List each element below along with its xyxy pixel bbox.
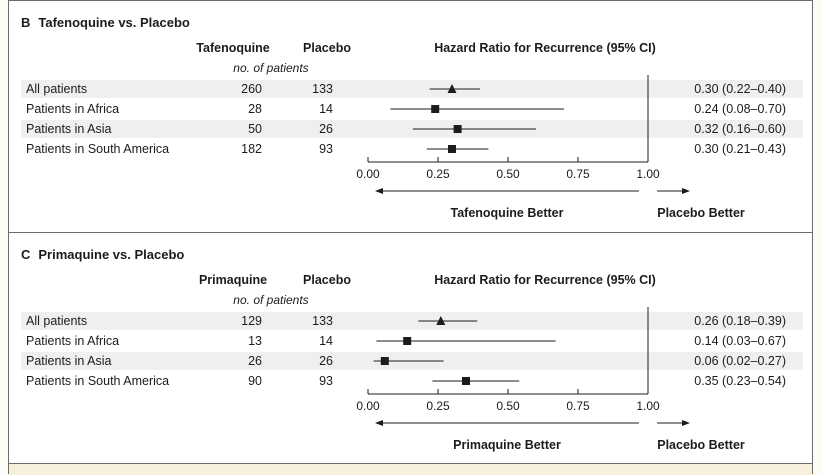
x-tick-label: 0.25 xyxy=(426,167,450,181)
left-arrow-icon xyxy=(375,188,383,194)
row-count-placebo: 14 xyxy=(319,102,333,116)
point-estimate-square xyxy=(453,125,462,133)
forest-plot-c: C Primaquine vs. Placebo Primaquine Placebo… xyxy=(21,247,803,452)
row-label: All patients xyxy=(26,314,87,328)
row-shade xyxy=(21,312,803,330)
figure-frame: B Tafenoquine vs. Placebo Tafenoquine Place… xyxy=(8,0,813,475)
row-count-placebo: 14 xyxy=(319,334,333,348)
effect-header: Hazard Ratio for Recurrence (95% CI) xyxy=(434,41,656,55)
panel-title: C Primaquine vs. Placebo xyxy=(21,247,184,262)
row-shade xyxy=(21,120,803,138)
row-hr-text: 0.35 (0.23–0.54) xyxy=(694,374,786,388)
left-better-label: Tafenoquine Better xyxy=(451,206,564,220)
panel-title-text: Primaquine vs. Placebo xyxy=(38,247,184,262)
column-subheader: no. of patients xyxy=(233,293,308,307)
forest-panel-c: C Primaquine vs. Placebo Primaquine Placebo… xyxy=(9,232,812,465)
row-count-placebo: 133 xyxy=(312,82,333,96)
row-shade xyxy=(21,80,803,98)
column-header-treatment: Tafenoquine xyxy=(196,41,269,55)
x-tick-label: 0.00 xyxy=(356,399,380,413)
row-count-treatment: 90 xyxy=(248,374,262,388)
right-arrow-icon xyxy=(682,420,690,426)
row-count-placebo: 26 xyxy=(319,122,333,136)
row-count-placebo: 26 xyxy=(319,354,333,368)
row-count-treatment: 50 xyxy=(248,122,262,136)
point-estimate-square xyxy=(448,145,456,153)
row-count-treatment: 28 xyxy=(248,102,262,116)
row-hr-text: 0.26 (0.18–0.39) xyxy=(694,314,786,328)
right-better-label: Placebo Better xyxy=(657,206,745,220)
row-hr-text: 0.30 (0.22–0.40) xyxy=(694,82,786,96)
row-hr-text: 0.14 (0.03–0.67) xyxy=(694,334,786,348)
row-count-treatment: 26 xyxy=(248,354,262,368)
point-estimate-square xyxy=(431,105,440,113)
row-count-treatment: 13 xyxy=(248,334,262,348)
row-count-placebo: 133 xyxy=(312,314,333,328)
point-estimate-square xyxy=(403,337,412,345)
column-header-placebo: Placebo xyxy=(303,273,351,287)
row-count-treatment: 129 xyxy=(241,314,262,328)
effect-header: Hazard Ratio for Recurrence (95% CI) xyxy=(434,273,656,287)
column-subheader: no. of patients xyxy=(233,61,308,75)
row-label: Patients in South America xyxy=(26,374,169,388)
column-header-treatment: Primaquine xyxy=(199,273,267,287)
row-hr-text: 0.30 (0.21–0.43) xyxy=(694,142,786,156)
x-tick-label: 0.25 xyxy=(426,399,450,413)
row-hr-text: 0.32 (0.16–0.60) xyxy=(694,122,786,136)
row-count-treatment: 182 xyxy=(241,142,262,156)
x-tick-label: 1.00 xyxy=(636,167,660,181)
x-tick-label: 1.00 xyxy=(636,399,660,413)
point-estimate-square xyxy=(462,377,470,385)
row-count-placebo: 93 xyxy=(319,374,333,388)
forest-plot-b: B Tafenoquine vs. Placebo Tafenoquine Place… xyxy=(21,15,803,220)
x-tick-label: 0.50 xyxy=(496,167,520,181)
left-better-label: Primaquine Better xyxy=(453,438,561,452)
row-count-treatment: 260 xyxy=(241,82,262,96)
row-label: Patients in Asia xyxy=(26,122,112,136)
panel-letter: B xyxy=(21,15,30,30)
row-hr-text: 0.06 (0.02–0.27) xyxy=(694,354,786,368)
right-arrow-icon xyxy=(682,188,690,194)
x-tick-label: 0.75 xyxy=(566,399,590,413)
right-better-label: Placebo Better xyxy=(657,438,745,452)
row-label: All patients xyxy=(26,82,87,96)
left-arrow-icon xyxy=(375,420,383,426)
panel-letter: C xyxy=(21,247,31,262)
row-count-placebo: 93 xyxy=(319,142,333,156)
x-tick-label: 0.50 xyxy=(496,399,520,413)
bottom-strip xyxy=(9,463,812,475)
row-label: Patients in Africa xyxy=(26,334,119,348)
column-header-placebo: Placebo xyxy=(303,41,351,55)
row-label: Patients in South America xyxy=(26,142,169,156)
x-tick-label: 0.00 xyxy=(356,167,380,181)
row-label: Patients in Africa xyxy=(26,102,119,116)
x-tick-label: 0.75 xyxy=(566,167,590,181)
row-hr-text: 0.24 (0.08–0.70) xyxy=(694,102,786,116)
point-estimate-triangle xyxy=(447,84,457,93)
point-estimate-square xyxy=(380,357,389,365)
panel-title: B Tafenoquine vs. Placebo xyxy=(21,15,190,30)
row-label: Patients in Asia xyxy=(26,354,112,368)
point-estimate-triangle xyxy=(436,316,446,325)
panel-title-text: Tafenoquine vs. Placebo xyxy=(38,15,190,30)
forest-panel-b: B Tafenoquine vs. Placebo Tafenoquine Place… xyxy=(9,0,812,233)
